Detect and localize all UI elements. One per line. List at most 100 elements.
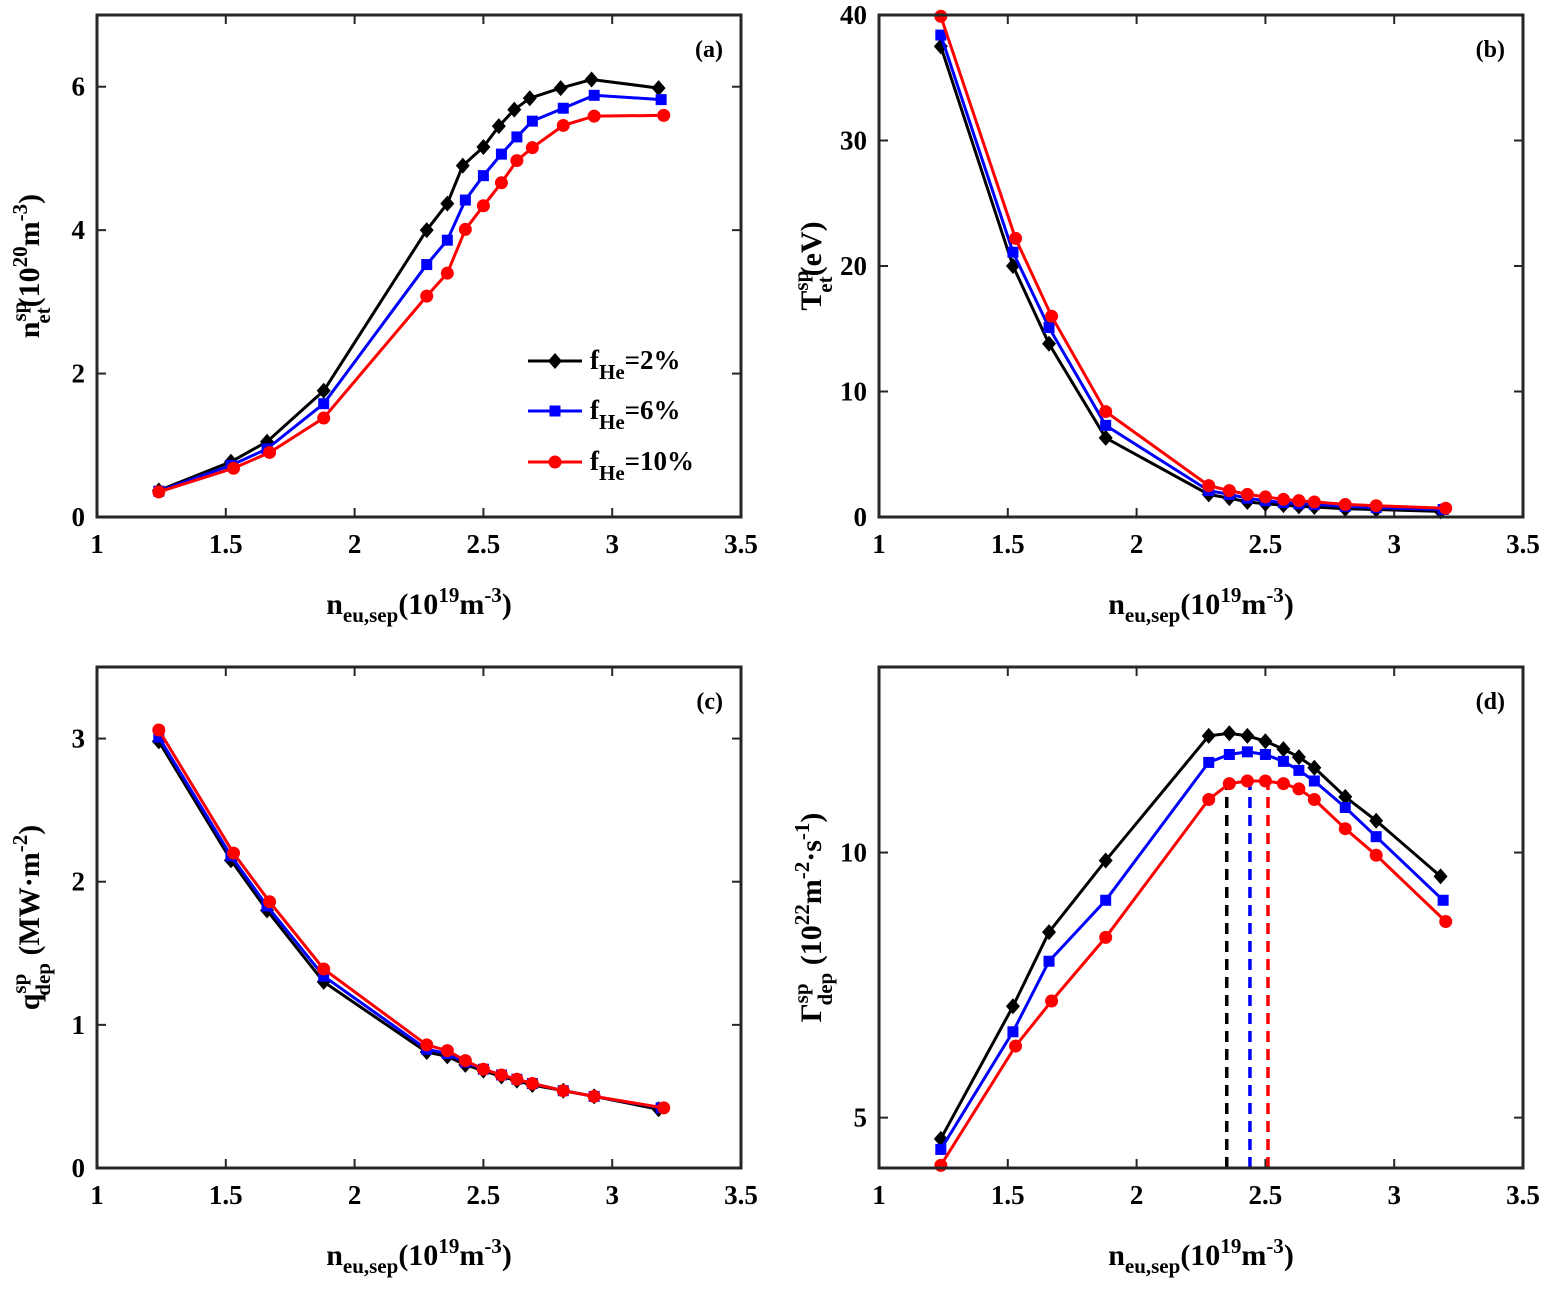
data-point	[495, 148, 507, 160]
data-point	[1277, 755, 1289, 767]
panel-a: 1 1.5 2 2.5 3 3.5 0 2 4 6 (a) neu,sep(1019m-3) nspet…	[7, 13, 758, 627]
x-tick-label: 3.5	[724, 529, 758, 559]
data-point	[1241, 746, 1253, 758]
y-tick-label: 2	[72, 359, 86, 389]
legend-entry: fHe=10%	[528, 446, 694, 485]
data-point	[441, 234, 453, 246]
data-point	[522, 90, 537, 107]
x-tick-label: 3	[1387, 529, 1401, 559]
x-tick-label: 2.5	[1249, 1180, 1283, 1210]
data-point	[316, 382, 331, 399]
data-point	[1100, 894, 1112, 906]
series-1	[933, 725, 1448, 1147]
series-2	[935, 746, 1449, 1155]
legend-marker	[548, 455, 562, 469]
data-point	[1007, 1026, 1019, 1038]
y-tick-label: 5	[854, 1103, 868, 1133]
x-tick-label: 1	[90, 529, 104, 559]
data-point	[317, 411, 331, 425]
data-point	[1307, 793, 1321, 807]
data-point	[318, 970, 330, 982]
data-point	[1258, 774, 1272, 788]
series-3	[152, 723, 671, 1115]
panel-c: 1 1.5 2 2.5 3 3.50123(c)neu,sep(1019m-3)qspde…	[7, 665, 758, 1278]
data-point	[1292, 782, 1306, 796]
data-point	[556, 1084, 570, 1098]
data-point	[440, 266, 454, 280]
data-point	[477, 170, 489, 182]
data-point	[263, 895, 277, 909]
data-point	[1222, 777, 1236, 791]
data-point	[152, 485, 166, 499]
x-tick-label: 3	[605, 529, 619, 559]
x-tick-label: 3	[1387, 1180, 1401, 1210]
data-point	[588, 89, 600, 101]
series-line	[158, 77, 659, 492]
data-point	[1240, 487, 1254, 501]
data-point	[525, 1077, 539, 1091]
data-point	[440, 195, 455, 212]
data-point	[1307, 759, 1322, 776]
data-point	[526, 115, 538, 127]
y-tick-label: 6	[72, 72, 86, 102]
data-point	[227, 461, 241, 475]
x-tick-label: 2	[1130, 529, 1144, 559]
data-point	[476, 199, 490, 213]
data-point	[657, 108, 671, 122]
data-point	[1308, 775, 1320, 787]
series-1	[933, 38, 1448, 520]
legend-label: fHe=2%	[590, 345, 681, 384]
y-tick-label: 20	[840, 251, 867, 281]
legend-entry: fHe=6%	[528, 395, 681, 434]
data-point	[227, 846, 241, 860]
data-point	[476, 1062, 490, 1076]
x-tick-label: 1.5	[991, 529, 1025, 559]
data-point	[318, 398, 330, 410]
data-point	[458, 1054, 472, 1068]
y-tick-label: 4	[72, 215, 86, 245]
series-line	[939, 779, 1447, 1167]
data-point	[557, 102, 569, 114]
panel-label: (b)	[1476, 37, 1505, 63]
series-line	[939, 750, 1445, 1151]
x-tick-label: 1	[872, 529, 886, 559]
data-point	[587, 1089, 601, 1103]
data-point	[1043, 321, 1055, 333]
data-point	[556, 118, 570, 132]
axes-frame	[95, 665, 743, 1170]
data-point	[1009, 231, 1023, 245]
data-point	[510, 154, 524, 168]
data-point	[651, 80, 666, 97]
data-point	[419, 222, 434, 239]
data-point	[1369, 499, 1383, 513]
series-line	[158, 93, 662, 493]
data-point	[587, 109, 601, 123]
series-2	[153, 731, 667, 1114]
data-point	[440, 1044, 454, 1058]
data-point	[1042, 924, 1057, 941]
data-point	[459, 194, 471, 206]
data-point	[657, 1101, 671, 1115]
data-point	[1043, 955, 1055, 967]
data-point	[1009, 1039, 1023, 1053]
axes-frame	[95, 13, 743, 519]
data-point	[1007, 246, 1019, 258]
data-point	[1100, 419, 1112, 431]
y-tick-label: 1	[72, 1010, 86, 1040]
data-point	[420, 289, 434, 303]
panel-b: 1 1.5 2 2.5 3 3.5 0 10 20 30 40 (b) neu,sep(1019m-3)…	[789, 0, 1540, 627]
data-point	[1259, 748, 1271, 760]
data-point	[1276, 777, 1290, 791]
series-3	[152, 108, 671, 499]
data-point	[1005, 998, 1020, 1015]
data-point	[1240, 774, 1254, 788]
data-point	[935, 1143, 947, 1155]
data-point	[1202, 479, 1216, 493]
x-axis-label: neu,sep(1019m-3)	[326, 1234, 512, 1278]
x-tick-label: 2.5	[467, 529, 501, 559]
data-point	[1203, 756, 1215, 768]
data-point	[934, 1158, 948, 1172]
panel-label: (a)	[695, 37, 723, 63]
data-point	[1439, 501, 1453, 515]
data-point	[511, 131, 523, 143]
